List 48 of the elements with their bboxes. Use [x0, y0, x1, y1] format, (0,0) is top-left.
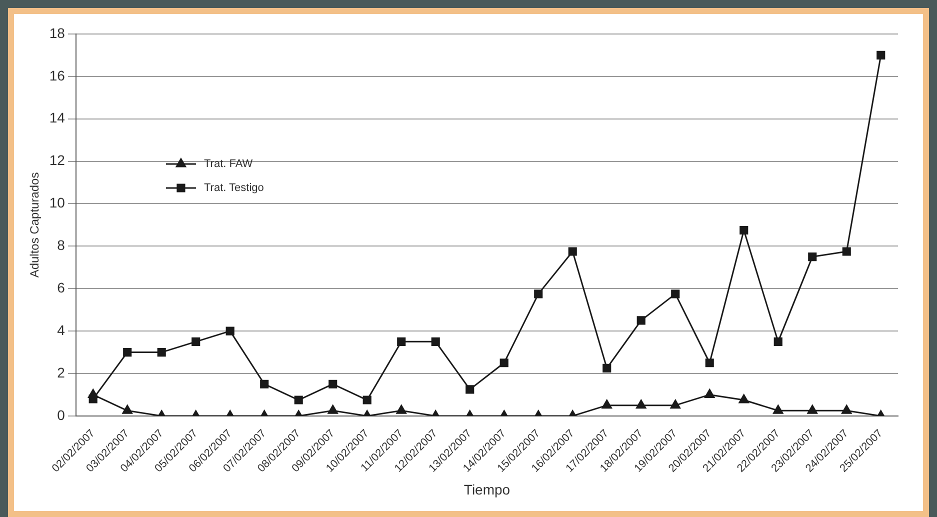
point [88, 388, 98, 398]
point [362, 396, 372, 404]
point [602, 364, 612, 372]
point [704, 388, 715, 398]
point [774, 337, 782, 346]
point [294, 396, 303, 404]
point [842, 404, 852, 414]
y-tick-label: 2 [57, 364, 66, 380]
x-axis-title: Tiempo [464, 481, 510, 498]
point [636, 316, 646, 325]
y-axis-title: Adultos Capturados [28, 172, 42, 278]
y-tick-label: 10 [49, 194, 66, 211]
legend-label: Trat. Testigo [204, 182, 264, 194]
y-tick-label: 14 [49, 110, 66, 126]
point [328, 404, 338, 414]
point [397, 337, 406, 346]
point [260, 380, 269, 388]
point [807, 404, 818, 414]
y-tick-label: 12 [49, 152, 66, 168]
point [226, 326, 234, 336]
y-tick-label: 4 [57, 322, 66, 338]
point [157, 348, 166, 357]
y-tick-label: 6 [57, 279, 66, 296]
y-tick-label: 18 [49, 24, 66, 41]
point [705, 358, 714, 368]
point [466, 385, 474, 394]
legend-label: Trat. FAW [204, 158, 254, 170]
point [808, 252, 817, 262]
point [740, 226, 748, 235]
point [534, 290, 543, 298]
point [773, 404, 784, 414]
point [500, 358, 508, 368]
point [396, 404, 406, 414]
point [328, 380, 338, 388]
point [431, 337, 440, 346]
point [192, 337, 200, 346]
point [602, 400, 612, 409]
point [568, 247, 577, 256]
y-tick-label: 8 [57, 237, 66, 254]
point [123, 348, 132, 357]
point [122, 404, 132, 414]
y-tick-label: 16 [49, 67, 66, 84]
point [842, 247, 851, 256]
point [738, 394, 749, 404]
y-tick-label: 0 [57, 406, 66, 423]
point [671, 290, 680, 298]
point [670, 400, 680, 409]
point [636, 400, 646, 409]
